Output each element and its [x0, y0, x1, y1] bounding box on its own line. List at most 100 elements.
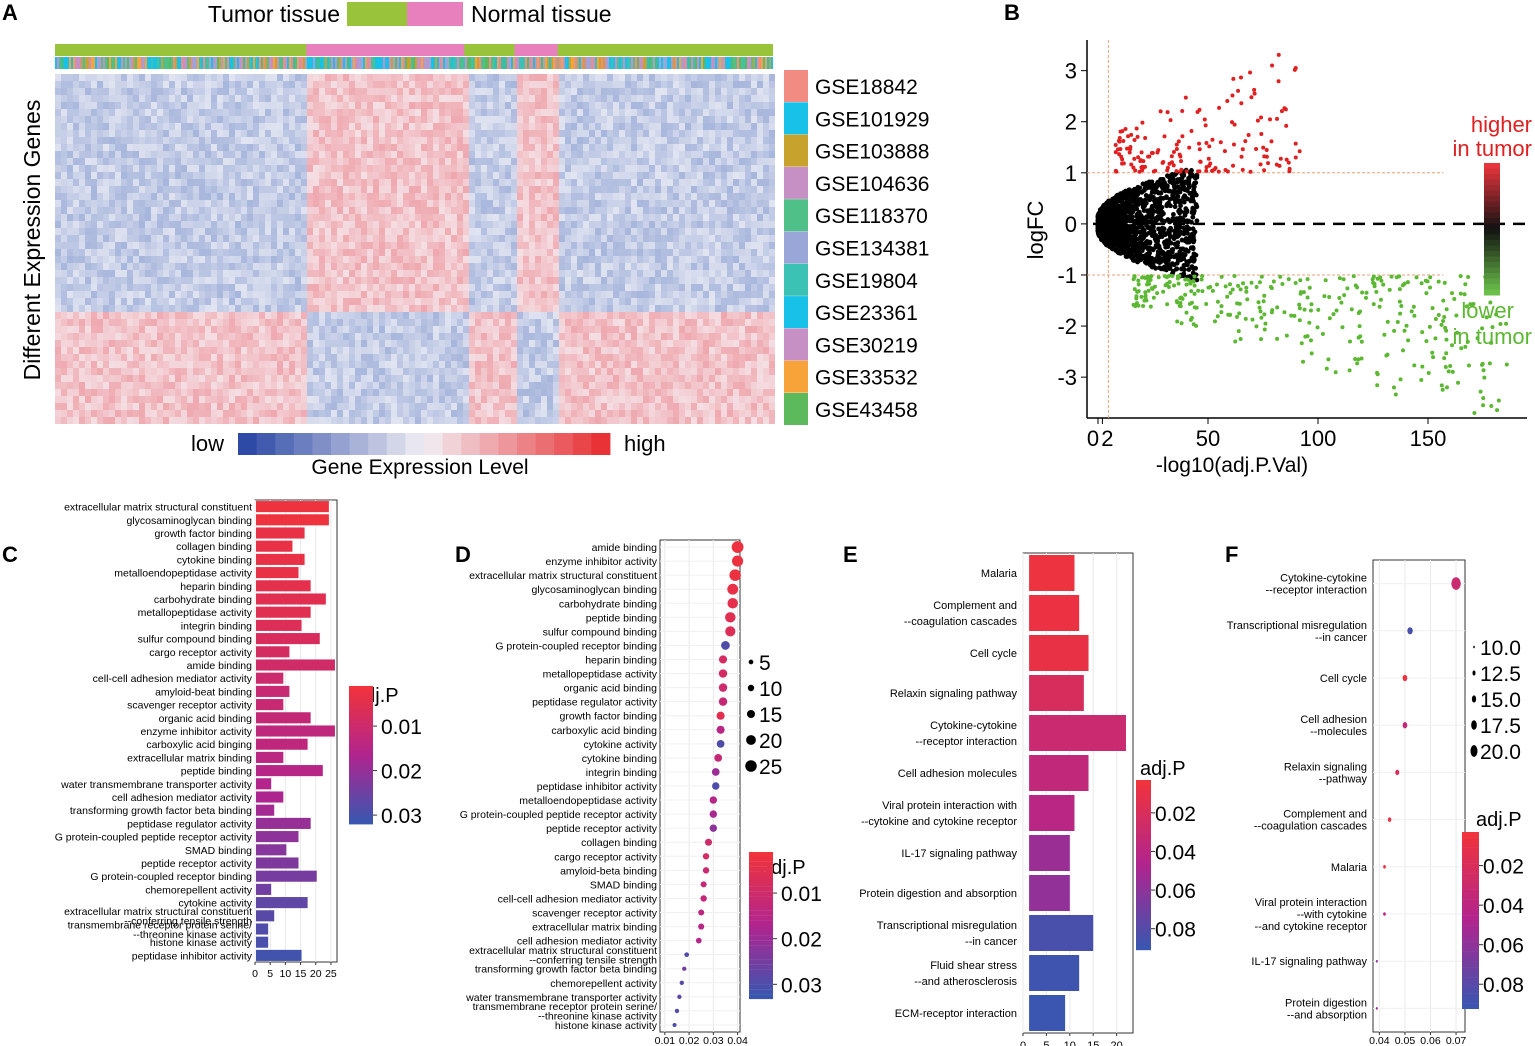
heatmap-cell [475, 123, 481, 130]
heatmap-cell [505, 137, 511, 144]
heatmap-cell [631, 312, 637, 319]
heatmap-cell [595, 214, 601, 221]
heatmap-cell [409, 312, 415, 319]
heatmap-cell [235, 88, 241, 95]
heatmap-cell [511, 165, 517, 172]
heatmap-cell [97, 186, 103, 193]
heatmap-cell [115, 74, 121, 81]
heatmap-cell [247, 263, 253, 270]
heatmap-cell [271, 340, 277, 347]
heatmap-cell [511, 333, 517, 340]
heatmap-cell [739, 228, 745, 235]
heatmap-cell [313, 137, 319, 144]
heatmap-cell [241, 242, 247, 249]
heatmap-cell [739, 165, 745, 172]
heatmap-cell [751, 186, 757, 193]
dataset-annotation-stripe [59, 57, 61, 69]
heatmap-cell [187, 263, 193, 270]
heatmap-cell [607, 137, 613, 144]
heatmap-cell [205, 137, 211, 144]
heatmap-cell [91, 221, 97, 228]
heatmap-cell [397, 214, 403, 221]
heatmap-cell [529, 270, 535, 277]
heatmap-cell [325, 256, 331, 263]
heatmap-cell [145, 263, 151, 270]
heatmap-cell [157, 151, 163, 158]
heatmap-cell [463, 144, 469, 151]
heatmap-cell [331, 284, 337, 291]
heatmap-cell [565, 179, 571, 186]
heatmap-cell [757, 165, 763, 172]
heatmap-cell [541, 270, 547, 277]
heatmap-cell [445, 305, 451, 312]
heatmap-cell [97, 228, 103, 235]
heatmap-cell [313, 165, 319, 172]
heatmap-cell [499, 333, 505, 340]
dataset-annotation-stripe [113, 57, 115, 69]
heatmap-cell [685, 137, 691, 144]
heatmap-cell [721, 144, 727, 151]
dataset-annotation-stripe [177, 57, 179, 69]
heatmap-cell [325, 95, 331, 102]
heatmap-cell [265, 109, 271, 116]
heatmap-cell [433, 207, 439, 214]
heatmap-cell [253, 319, 259, 326]
heatmap-cell [301, 214, 307, 221]
heatmap-cell [145, 333, 151, 340]
heatmap-cell [433, 123, 439, 130]
heatmap-cell [415, 214, 421, 221]
heatmap-cell [169, 186, 175, 193]
heatmap-cell [637, 165, 643, 172]
heatmap-cell [445, 298, 451, 305]
heatmap-cell [571, 305, 577, 312]
heatmap-cell [667, 312, 673, 319]
heatmap-cell [187, 88, 193, 95]
heatmap-cell [445, 207, 451, 214]
dataset-annotation-stripe [283, 57, 285, 69]
heatmap-cell [373, 221, 379, 228]
heatmap-cell [253, 242, 259, 249]
heatmap-cell [613, 284, 619, 291]
heatmap-cell [367, 207, 373, 214]
heatmap-cell [721, 291, 727, 298]
heatmap-cell [355, 221, 361, 228]
heatmap-cell [589, 186, 595, 193]
heatmap-cell [559, 144, 565, 151]
heatmap-cell [229, 270, 235, 277]
heatmap-cell [421, 137, 427, 144]
heatmap-cell [223, 74, 229, 81]
heatmap-cell [637, 151, 643, 158]
dataset-annotation-stripe [755, 57, 757, 69]
heatmap-cell [361, 186, 367, 193]
heatmap-cell [649, 291, 655, 298]
heatmap-cell [739, 249, 745, 256]
heatmap-cell [769, 326, 775, 333]
heatmap-cell [529, 319, 535, 326]
heatmap-cell [163, 235, 169, 242]
heatmap-cell [397, 249, 403, 256]
heatmap-cell [481, 270, 487, 277]
heatmap-cell [607, 207, 613, 214]
heatmap-cell [697, 277, 703, 284]
heatmap-cell [697, 200, 703, 207]
heatmap-cell [103, 95, 109, 102]
heatmap-cell [307, 81, 313, 88]
heatmap-cell [571, 298, 577, 305]
heatmap-cell [259, 137, 265, 144]
heatmap-cell [421, 165, 427, 172]
heatmap-cell [679, 81, 685, 88]
heatmap-cell [649, 305, 655, 312]
dataset-annotation-stripe [313, 57, 315, 69]
heatmap-cell [493, 151, 499, 158]
heatmap-cell [637, 123, 643, 130]
dataset-annotation-stripe [655, 57, 657, 69]
heatmap-cell [691, 123, 697, 130]
heatmap-cell [625, 326, 631, 333]
heatmap-cell [499, 179, 505, 186]
heatmap-cell [451, 137, 457, 144]
heatmap-cell [67, 305, 73, 312]
heatmap-cell [391, 221, 397, 228]
dataset-annotation-stripe [499, 57, 501, 69]
dataset-annotation-stripe [495, 57, 497, 69]
heatmap-cell [595, 284, 601, 291]
